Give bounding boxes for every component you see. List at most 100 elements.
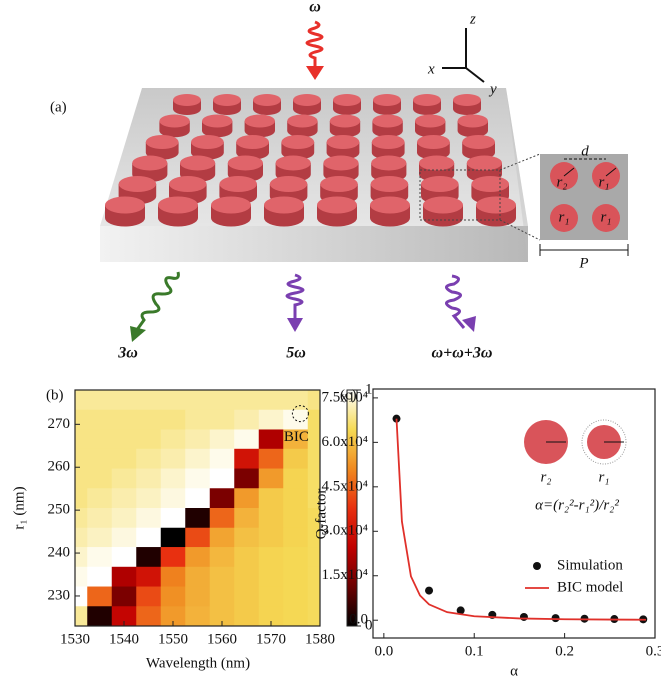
colorbar-tick-label: 0 [365, 617, 373, 633]
disk-top [317, 196, 357, 214]
disk-top [105, 196, 145, 214]
radius [563, 167, 575, 177]
disk-top [244, 114, 275, 128]
inset-label: r₁ [598, 469, 609, 485]
output-arrow [287, 318, 303, 332]
heat-cell [160, 488, 186, 509]
heat-cell [111, 390, 137, 411]
heat-cell [87, 390, 113, 411]
heat-cell [75, 527, 88, 548]
heat-cell [75, 508, 88, 529]
output-arrow [130, 326, 146, 342]
heat-cell [258, 468, 284, 489]
heat-cell [185, 390, 211, 411]
disk-top [415, 114, 446, 128]
zoom-line [499, 153, 541, 171]
disk-top [253, 94, 281, 106]
heat-cell [258, 586, 284, 607]
heat-cell [258, 566, 284, 588]
disk-top [202, 114, 233, 128]
heat-cell [185, 508, 211, 529]
heat-cell [160, 547, 186, 568]
heat-cell [160, 448, 186, 470]
heat-cell [307, 586, 320, 607]
x-axis-label: α [510, 663, 518, 679]
heat-cell [75, 586, 88, 607]
colorbar [346, 389, 358, 627]
heat-cell [258, 606, 284, 626]
heat-cell [87, 468, 113, 489]
heat-cell [307, 468, 320, 489]
heat-cell [136, 527, 162, 548]
heat-cell [75, 429, 88, 450]
input-wave [305, 20, 324, 68]
heat-cell [111, 409, 137, 430]
disk-top [471, 176, 510, 192]
heat-cell [87, 429, 113, 450]
y-tick-label: 7.5x10⁴ [322, 389, 368, 405]
disk-top [118, 176, 157, 192]
y-axis-label: Q-factor [313, 489, 329, 540]
disk-top [462, 135, 495, 149]
disk-top [370, 196, 410, 214]
heat-cell [307, 566, 320, 588]
output-wave [132, 271, 180, 335]
plot-frame [74, 389, 321, 627]
data-point [425, 586, 434, 595]
heat-cell [160, 468, 186, 489]
heat-cell [209, 390, 235, 411]
heat-cell [209, 429, 235, 450]
x-tick-label: 1530 [60, 631, 90, 647]
heat-cell [283, 468, 309, 489]
legend-label: Simulation [557, 557, 623, 573]
disk-top [281, 135, 315, 149]
heat-cell [307, 508, 320, 529]
heat-cell [234, 468, 260, 489]
metasurface-diagram: d r₂ r₁ r₁ r₁ P (a) z x y ω 3ω 5ω ω+ω+3ω [50, 0, 629, 362]
heat-cell [283, 566, 309, 588]
q-factor-panel: (c) α Q-factor r₂ r₁ α=(r₂²-r₁²)/r₂² 0.0… [313, 387, 661, 679]
y-tick-label: 240 [48, 544, 71, 560]
disk-top [413, 94, 441, 106]
disk-top [476, 196, 516, 214]
axis-y [465, 67, 485, 83]
output-label: 3ω [117, 345, 138, 362]
heat-cell [283, 508, 309, 529]
disk-top [132, 155, 168, 171]
y-tick-label: 270 [48, 416, 71, 432]
axis-label-x: x [427, 61, 435, 77]
y-tick-label: 3.0x10⁴ [322, 523, 368, 539]
heat-cell [87, 448, 113, 470]
heat-cell [283, 547, 309, 568]
heat-cell [111, 606, 137, 626]
heat-cell [234, 606, 260, 626]
heat-cell [258, 390, 284, 411]
heat-cell [307, 547, 320, 568]
label-r2: r₂ [556, 174, 567, 190]
x-tick-label: 0.1 [465, 643, 484, 659]
x-tick-label: 1560 [207, 631, 237, 647]
heat-cell [87, 409, 113, 430]
radius [605, 167, 617, 177]
heat-cell [160, 566, 186, 588]
heat-cell [75, 488, 88, 509]
heat-cell [307, 448, 320, 470]
heat-cell [185, 448, 211, 470]
heat-cell [87, 606, 113, 626]
heat-cell [75, 606, 88, 626]
heat-cell [136, 409, 162, 430]
heat-cell [283, 429, 309, 450]
heat-cell [258, 527, 284, 548]
disk-top [159, 114, 190, 128]
heat-cell [75, 390, 88, 411]
heat-cell [258, 448, 284, 470]
heat-cell [283, 586, 309, 607]
disk-top [329, 114, 361, 128]
heat-cell [160, 429, 186, 450]
y-tick-label: 260 [48, 459, 71, 475]
heat-cell [160, 390, 186, 411]
heat-cell [234, 508, 260, 529]
heat-cell [307, 390, 320, 411]
heat-cell [283, 606, 309, 626]
heat-cell [209, 606, 235, 626]
